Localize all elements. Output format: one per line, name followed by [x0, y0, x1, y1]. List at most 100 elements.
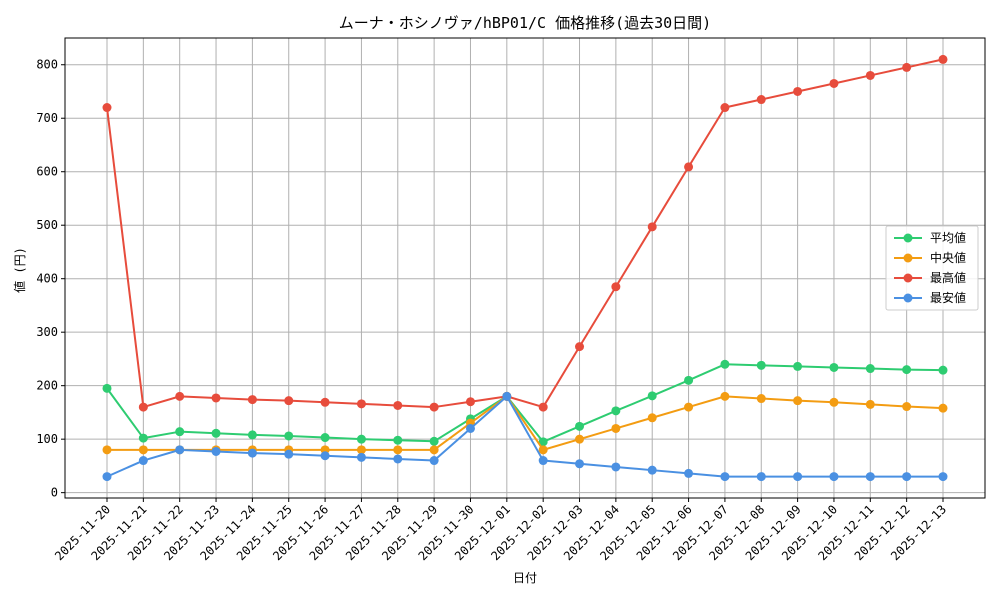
data-point	[647, 391, 657, 401]
data-point	[393, 435, 403, 445]
data-point	[393, 400, 403, 410]
y-tick-label: 800	[36, 58, 58, 72]
data-point	[793, 472, 803, 482]
data-point	[647, 222, 657, 232]
data-point	[429, 402, 439, 412]
data-point	[829, 397, 839, 407]
legend-marker	[903, 293, 913, 303]
data-point	[538, 445, 548, 455]
data-point	[793, 86, 803, 96]
data-point	[756, 360, 766, 370]
data-point	[429, 436, 439, 446]
data-point	[102, 103, 112, 113]
series-line	[106, 363, 944, 443]
series-line	[106, 58, 944, 409]
series-group	[102, 54, 948, 482]
data-point	[393, 445, 403, 455]
data-point	[247, 448, 257, 458]
data-point	[902, 365, 912, 375]
data-point	[247, 430, 257, 440]
legend-marker	[903, 233, 913, 243]
y-tick-label: 200	[36, 379, 58, 393]
data-point	[938, 54, 948, 64]
y-tick-label: 400	[36, 272, 58, 286]
data-point	[320, 397, 330, 407]
x-axis-ticks: 2025-11-202025-11-212025-11-222025-11-23…	[52, 498, 949, 563]
data-point	[284, 431, 294, 441]
data-point	[829, 78, 839, 88]
data-point	[647, 465, 657, 475]
data-point	[575, 459, 585, 469]
gridlines	[65, 38, 985, 498]
data-point	[938, 365, 948, 375]
data-point	[138, 445, 148, 455]
data-point	[793, 361, 803, 371]
data-point	[684, 162, 694, 172]
data-point	[756, 472, 766, 482]
data-point	[356, 445, 366, 455]
data-point	[684, 402, 694, 412]
data-point	[138, 456, 148, 466]
data-point	[575, 434, 585, 444]
data-point	[284, 396, 294, 406]
data-point	[211, 428, 221, 438]
data-point	[611, 462, 621, 472]
y-tick-label: 700	[36, 111, 58, 125]
data-point	[175, 391, 185, 401]
data-point	[102, 472, 112, 482]
legend-label: 中央値	[930, 250, 966, 265]
data-point	[465, 423, 475, 433]
data-point	[611, 282, 621, 292]
data-point	[720, 359, 730, 369]
data-point	[211, 446, 221, 456]
data-point	[938, 403, 948, 413]
chart-title: ムーナ・ホシノヴァ/hBP01/C 価格推移(過去30日間)	[339, 14, 711, 32]
data-point	[102, 383, 112, 393]
data-point	[102, 445, 112, 455]
data-point	[720, 391, 730, 401]
data-point	[320, 433, 330, 443]
data-point	[793, 396, 803, 406]
y-tick-label: 500	[36, 218, 58, 232]
data-point	[865, 472, 875, 482]
data-point	[465, 397, 475, 407]
data-point	[429, 445, 439, 455]
data-point	[429, 456, 439, 466]
series-line	[106, 395, 943, 478]
data-point	[865, 70, 875, 80]
data-point	[756, 394, 766, 404]
y-tick-label: 100	[36, 432, 58, 446]
data-point	[356, 434, 366, 444]
data-point	[538, 456, 548, 466]
data-point	[902, 472, 912, 482]
data-point	[247, 395, 257, 405]
y-tick-label: 300	[36, 325, 58, 339]
data-point	[902, 402, 912, 412]
data-point	[647, 413, 657, 423]
legend-marker	[903, 253, 913, 263]
y-axis-ticks: 0 100 200 300 400 500 600 700 800	[36, 58, 65, 500]
data-point	[865, 364, 875, 374]
legend-label: 平均値	[930, 230, 966, 245]
data-point	[575, 342, 585, 352]
legend-box	[885, 225, 979, 311]
legend-label: 最高値	[930, 270, 966, 285]
y-tick-label: 600	[36, 165, 58, 179]
data-point	[938, 472, 948, 482]
data-point	[175, 445, 185, 455]
data-point	[829, 472, 839, 482]
data-point	[720, 472, 730, 482]
data-point	[829, 362, 839, 372]
series-line	[107, 395, 944, 451]
data-point	[756, 95, 766, 105]
data-point	[538, 402, 548, 412]
data-point	[320, 451, 330, 461]
data-point	[175, 427, 185, 437]
data-point	[138, 433, 148, 443]
data-point	[211, 393, 221, 403]
legend-label: 最安値	[930, 290, 966, 305]
y-tick-label: 0	[51, 486, 58, 500]
data-point	[865, 399, 875, 409]
data-point	[284, 449, 294, 459]
